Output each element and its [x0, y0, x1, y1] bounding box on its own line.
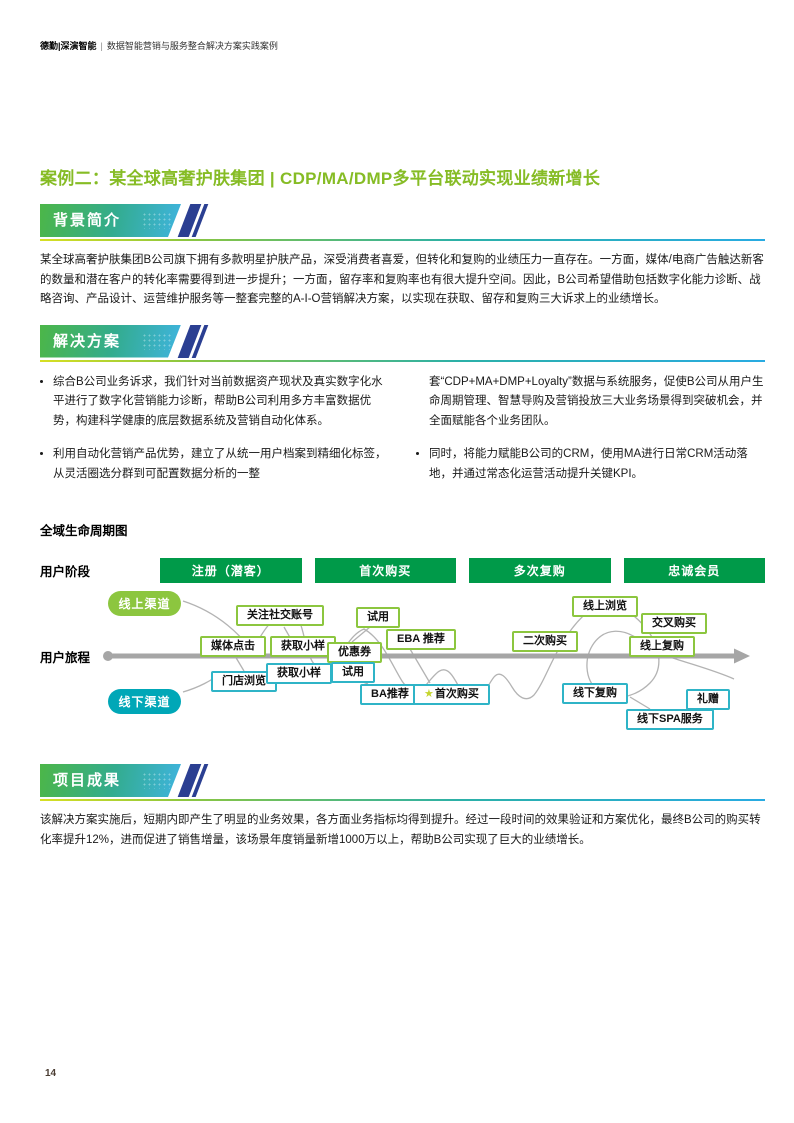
section-results: 项目成果 该解决方案实施后，短期内即产生了明显的业务效果，各方面业务指标均得到提… [40, 764, 765, 850]
journey-node: 线上浏览 [572, 596, 638, 617]
journey-node: 线上复购 [629, 636, 695, 657]
user-stage-row: 用户阶段 注册（潜客） 首次购买 多次复购 忠诚会员 [40, 558, 765, 583]
journey-axis-label: 用户旅程 [40, 651, 91, 665]
page-number: 14 [45, 1068, 57, 1079]
background-paragraph: 某全球高奢护肤集团B公司旗下拥有多款明星护肤产品，深受消费者喜爱，但转化和复购的… [40, 254, 764, 305]
journey-node: 二次购买 [512, 631, 578, 652]
solution-right-column: 套“CDP+MA+DMP+Loyalty”数据与系统服务，促使B公司从用户生命周… [416, 373, 765, 499]
journey-node-label: BA推荐 [371, 688, 409, 700]
results-paragraph: 该解决方案实施后，短期内即产生了明显的业务效果，各方面业务指标均得到提升。经过一… [40, 814, 761, 846]
brand-name: 德勤|深演智能 [40, 41, 97, 51]
connector-line [629, 696, 651, 710]
section-banner-results: 项目成果 [40, 764, 209, 797]
journey-node-label: 首次购买 [434, 688, 479, 700]
running-header: 德勤|深演智能 | 数据智能营销与服务整合解决方案实践案例 [40, 40, 765, 52]
connector-line [351, 626, 371, 643]
journey-node-label: 媒体点击 [211, 640, 255, 652]
journey-node: 获取小样 [266, 663, 332, 684]
journey-node-label: 线上复购 [640, 640, 684, 652]
solution-left-list: 综合B公司业务诉求，我们针对当前数据资产现状及真实数字化水平进行了数字化营销能力… [40, 373, 389, 485]
journey-node-label: 交叉购买 [652, 617, 696, 629]
stage-bar: 忠诚会员 [623, 558, 765, 583]
journey-node-label: 试用 [367, 611, 389, 623]
journey-node-label: 线下SPA服务 [637, 713, 703, 725]
solution-columns: 综合B公司业务诉求，我们针对当前数据资产现状及真实数字化水平进行了数字化营销能力… [40, 373, 765, 499]
journey-node: 交叉购买 [641, 613, 707, 634]
diagram-title: 全域生命周期图 [40, 524, 128, 538]
section-banner-label: 解决方案 [40, 325, 181, 358]
journey-node: EBA 推荐 [386, 629, 456, 650]
journey-node-label: 优惠券 [338, 646, 371, 658]
journey-node: ★首次购买 [413, 684, 490, 705]
header-divider: | [100, 41, 103, 51]
stage-axis-label: 用户阶段 [40, 565, 91, 579]
journey-node-label: 获取小样 [281, 640, 325, 652]
section-underline [40, 239, 765, 241]
journey-node: 线下SPA服务 [626, 709, 714, 730]
journey-node-label: EBA 推荐 [397, 633, 445, 645]
section-background: 背景简介 某全球高奢护肤集团B公司旗下拥有多款明星护肤产品，深受消费者喜爱，但转… [40, 204, 765, 310]
journey-node-label: 试用 [342, 666, 364, 678]
section-underline [40, 359, 765, 362]
solution-left-column: 综合B公司业务诉求，我们针对当前数据资产现状及真实数字化水平进行了数字化营销能力… [40, 373, 389, 499]
journey-node: 试用 [356, 607, 400, 628]
journey-node-label: 二次购买 [523, 635, 567, 647]
journey-node: 试用 [331, 662, 375, 683]
journey-node: 礼赠 [686, 689, 730, 710]
section-banner-label: 背景简介 [40, 204, 181, 237]
online-channel-pill: 线上渠道 [108, 591, 181, 616]
journey-node-label: 门店浏览 [222, 675, 266, 687]
journey-node-label: 礼赠 [697, 693, 719, 705]
section-banner-background: 背景简介 [40, 204, 209, 237]
section-banner-solution: 解决方案 [40, 324, 209, 358]
journey-node: BA推荐 [360, 684, 420, 705]
stage-bar: 注册（潜客） [160, 558, 302, 583]
binary-dots-decoration [142, 772, 172, 789]
section-underline [40, 799, 765, 801]
journey-diagram: 用户旅程 线上渠道 线下渠道 关注社交账号 媒体点击 获取小样 优惠券 试用 EBA 推荐… [0, 585, 794, 749]
solution-continuation: 套“CDP+MA+DMP+Loyalty”数据与系统服务，促使B公司从用户生命周… [429, 375, 764, 427]
journey-node: 门店浏览 [211, 671, 277, 692]
star-icon: ★ [424, 688, 434, 700]
stage-bars: 注册（潜客） 首次购买 多次复购 忠诚会员 [160, 558, 765, 583]
solution-bullet: 利用自动化营销产品优势，建立了从统一用户档案到精细化标签，从灵活圈选分群到可配置… [53, 445, 389, 484]
binary-dots-decoration [142, 212, 172, 229]
section-solution: 解决方案 综合B公司业务诉求，我们针对当前数据资产现状及真实数字化水平进行了数字… [40, 324, 765, 499]
journey-node-label: 线下复购 [573, 687, 617, 699]
section-banner-label: 项目成果 [40, 764, 181, 797]
solution-right-list: 同时，将能力赋能B公司的CRM，使用MA进行日常CRM活动落地，并通过常态化运营… [416, 445, 765, 484]
journey-node-label: 获取小样 [277, 667, 321, 679]
axis-arrowhead [734, 648, 750, 664]
journey-node: 优惠券 [327, 642, 382, 663]
stage-bar: 多次复购 [469, 558, 611, 583]
journey-node: 关注社交账号 [236, 605, 324, 626]
header-subtitle: 数据智能营销与服务整合解决方案实践案例 [106, 41, 278, 51]
solution-bullet: 综合B公司业务诉求，我们针对当前数据资产现状及真实数字化水平进行了数字化营销能力… [53, 373, 389, 432]
stage-bar: 首次购买 [314, 558, 456, 583]
journey-node: 线下复购 [562, 683, 628, 704]
case-title: 案例二：某全球高奢护肤集团 | CDP/MA/DMP多平台联动实现业绩新增长 [40, 169, 601, 188]
offline-channel-pill: 线下渠道 [108, 689, 181, 714]
binary-dots-decoration [142, 332, 172, 350]
solution-bullet: 同时，将能力赋能B公司的CRM，使用MA进行日常CRM活动落地，并通过常态化运营… [429, 445, 765, 484]
journey-node-label: 线上浏览 [583, 600, 627, 612]
journey-node-label: 关注社交账号 [247, 609, 313, 621]
journey-node: 媒体点击 [200, 636, 266, 657]
